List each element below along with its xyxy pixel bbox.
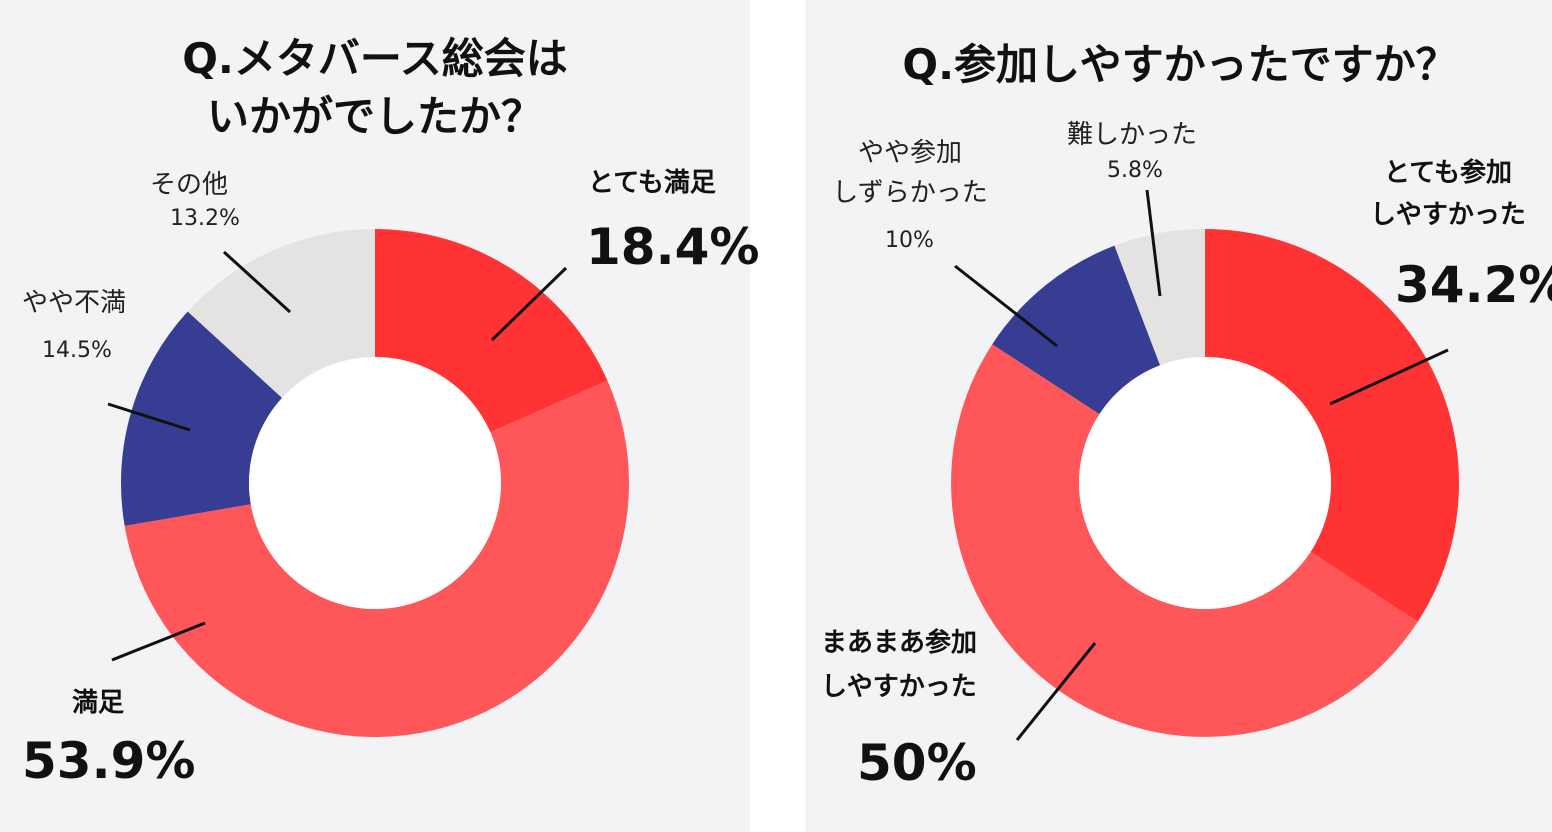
slice-slightly-hard-leader-line xyxy=(954,264,1058,348)
slice-label-slightly-dissatisfied: やや不満 xyxy=(22,288,127,318)
slice-label-difficult: 難しかった xyxy=(1067,120,1198,150)
slice-other xyxy=(187,229,375,398)
slice-pct-fairly-easy: 50% xyxy=(857,734,977,792)
chart-title-line-1: Q.メタバース総会は xyxy=(182,34,568,83)
slice-pct-very-easy: 34.2% xyxy=(1395,256,1552,314)
slice-label-very-easy-line-1: とても参加 xyxy=(1384,158,1512,188)
slice-label-satisfied: 満足 xyxy=(72,688,125,718)
slice-label-slightly-hard-line-2: しずらかった xyxy=(832,178,988,208)
chart-title-line-2: いかがでしたか？ xyxy=(206,92,543,141)
slice-satisfied-leader-line xyxy=(111,621,206,662)
donut-hole xyxy=(249,357,501,609)
chart-title-line-1: Q.参加しやすかったですか？ xyxy=(902,40,1458,89)
donut-chart-ease xyxy=(951,189,1459,741)
slice-pct-satisfied: 53.9% xyxy=(22,732,196,790)
slice-pct-very-satisfied: 18.4% xyxy=(586,218,760,276)
slice-slightly-dissatisfied-leader-line xyxy=(107,402,191,432)
slice-label-slightly-hard-line-1: やや参加 xyxy=(857,138,962,168)
slice-label-very-satisfied: とても満足 xyxy=(588,168,716,198)
slice-very-satisfied xyxy=(375,229,608,433)
chart-panel-ease: Q.参加しやすかったですか？ とても参加 しやすかった 34.2% まあまあ参加… xyxy=(805,0,1552,832)
donut-hole xyxy=(1079,357,1331,609)
slice-pct-slightly-dissatisfied: 14.5% xyxy=(42,338,112,363)
slice-label-other: その他 xyxy=(150,170,229,200)
slice-slightly-dissatisfied xyxy=(121,311,283,526)
slice-very-easy-leader-line xyxy=(1329,348,1449,406)
donut-chart-satisfaction xyxy=(107,229,629,737)
slice-difficult xyxy=(1114,229,1205,366)
chart-panel-satisfaction: Q.メタバース総会は いかがでしたか？ とても満足 18.4% 満足 53.9%… xyxy=(0,0,759,832)
slice-fairly-easy xyxy=(951,344,1418,737)
slice-difficult-leader-line xyxy=(1145,189,1162,297)
slice-label-fairly-easy-line-1: まあまあ参加 xyxy=(821,628,978,658)
slice-label-very-easy-line-2: しやすかった xyxy=(1370,200,1526,230)
slice-pct-slightly-hard: 10% xyxy=(885,228,934,253)
slice-slightly-hard xyxy=(992,245,1161,415)
slice-fairly-easy-leader-line xyxy=(1015,642,1097,741)
slice-pct-difficult: 5.8% xyxy=(1107,158,1163,183)
slice-very-satisfied-leader-line xyxy=(490,266,568,342)
slice-satisfied xyxy=(124,380,629,737)
slice-other-leader-line xyxy=(222,250,292,314)
slice-label-fairly-easy-line-2: しやすかった xyxy=(821,672,977,702)
slice-pct-other: 13.2% xyxy=(170,206,240,231)
slice-very-easy xyxy=(1205,229,1459,622)
